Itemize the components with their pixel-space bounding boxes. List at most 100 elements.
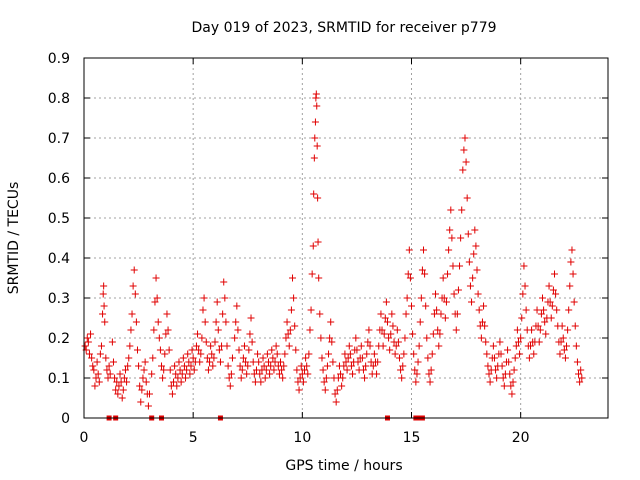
- data-point: [492, 366, 500, 374]
- data-point: [490, 354, 498, 362]
- data-point: [129, 282, 137, 290]
- data-point: [549, 286, 557, 294]
- data-point: [244, 362, 252, 370]
- data-point: [154, 318, 162, 326]
- data-point: [448, 234, 456, 242]
- data-point: [213, 298, 221, 306]
- data-point: [563, 342, 571, 350]
- data-point: [278, 366, 286, 374]
- data-point: [168, 390, 176, 398]
- data-point: [138, 386, 146, 394]
- data-point: [121, 366, 129, 374]
- data-point: [359, 366, 367, 374]
- data-point: [569, 270, 577, 278]
- data-point: [393, 326, 401, 334]
- data-point: [370, 350, 378, 358]
- data-point: [363, 350, 371, 358]
- data-point: [331, 390, 339, 398]
- data-point: [99, 310, 107, 318]
- data-point: [357, 342, 365, 350]
- data-point: [273, 350, 281, 358]
- data-point: [177, 378, 185, 386]
- data-point: [131, 290, 139, 298]
- data-point: [269, 354, 277, 362]
- data-point: [400, 350, 408, 358]
- data-point: [483, 350, 491, 358]
- x-tick-label: 15: [403, 430, 421, 446]
- y-axis-ticks: 0 0.1 0.2 0.3 0.4 0.5 0.6 0.7 0.8 0.9: [48, 51, 608, 427]
- data-point: [432, 290, 440, 298]
- data-point: [417, 294, 425, 302]
- data-point: [436, 330, 444, 338]
- data-point: [306, 326, 314, 334]
- data-point: [464, 230, 472, 238]
- data-point: [212, 318, 220, 326]
- data-point: [214, 326, 222, 334]
- data-point: [235, 346, 243, 354]
- data-point: [383, 318, 391, 326]
- data-point: [572, 342, 580, 350]
- data-point: [172, 370, 180, 378]
- data-point: [91, 382, 99, 390]
- data-point: [446, 226, 454, 234]
- data-point: [259, 354, 267, 362]
- y-tick-label: 0: [61, 411, 70, 427]
- data-point: [426, 378, 434, 386]
- data-point: [326, 334, 334, 342]
- data-point: [311, 134, 319, 142]
- data-point: [522, 306, 530, 314]
- data-point: [100, 282, 108, 290]
- data-point: [411, 366, 419, 374]
- data-point: [262, 366, 270, 374]
- y-tick-label: 0.8: [48, 91, 70, 107]
- data-point: [347, 362, 355, 370]
- data-point: [468, 298, 476, 306]
- data-point: [200, 294, 208, 302]
- data-point: [120, 374, 128, 382]
- data-point: [116, 370, 124, 378]
- data-point: [404, 270, 412, 278]
- data-point: [289, 274, 297, 282]
- data-point: [452, 326, 460, 334]
- data-point: [401, 334, 409, 342]
- data-point: [232, 318, 240, 326]
- data-point: [387, 330, 395, 338]
- data-point: [124, 362, 132, 370]
- data-point: [557, 338, 565, 346]
- data-point: [361, 374, 369, 382]
- data-point: [534, 322, 542, 330]
- data-point: [283, 318, 291, 326]
- data-point: [119, 386, 127, 394]
- data-point: [270, 366, 278, 374]
- data-point: [521, 282, 529, 290]
- data-point: [576, 378, 584, 386]
- data-point: [207, 342, 215, 350]
- data-point: [93, 358, 101, 366]
- data-point: [281, 350, 289, 358]
- data-point: [565, 306, 573, 314]
- data-point: [457, 234, 465, 242]
- data-point: [304, 370, 312, 378]
- data-point: [155, 334, 163, 342]
- data-point: [394, 338, 402, 346]
- data-point: [496, 338, 504, 346]
- data-point: [459, 166, 467, 174]
- data-point: [433, 306, 441, 314]
- data-point: [447, 206, 455, 214]
- data-point: [345, 342, 353, 350]
- data-point: [149, 354, 157, 362]
- data-point: [577, 366, 585, 374]
- data-point: [295, 386, 303, 394]
- data-point: [170, 378, 178, 386]
- data-point: [104, 374, 112, 382]
- data-point: [141, 358, 149, 366]
- x-tick-label: 20: [512, 430, 530, 446]
- data-point: [263, 350, 271, 358]
- data-point: [85, 350, 93, 358]
- data-point: [194, 330, 202, 338]
- data-point: [505, 358, 513, 366]
- data-point: [430, 310, 438, 318]
- data-point: [158, 362, 166, 370]
- data-point: [225, 374, 233, 382]
- data-point: [328, 338, 336, 346]
